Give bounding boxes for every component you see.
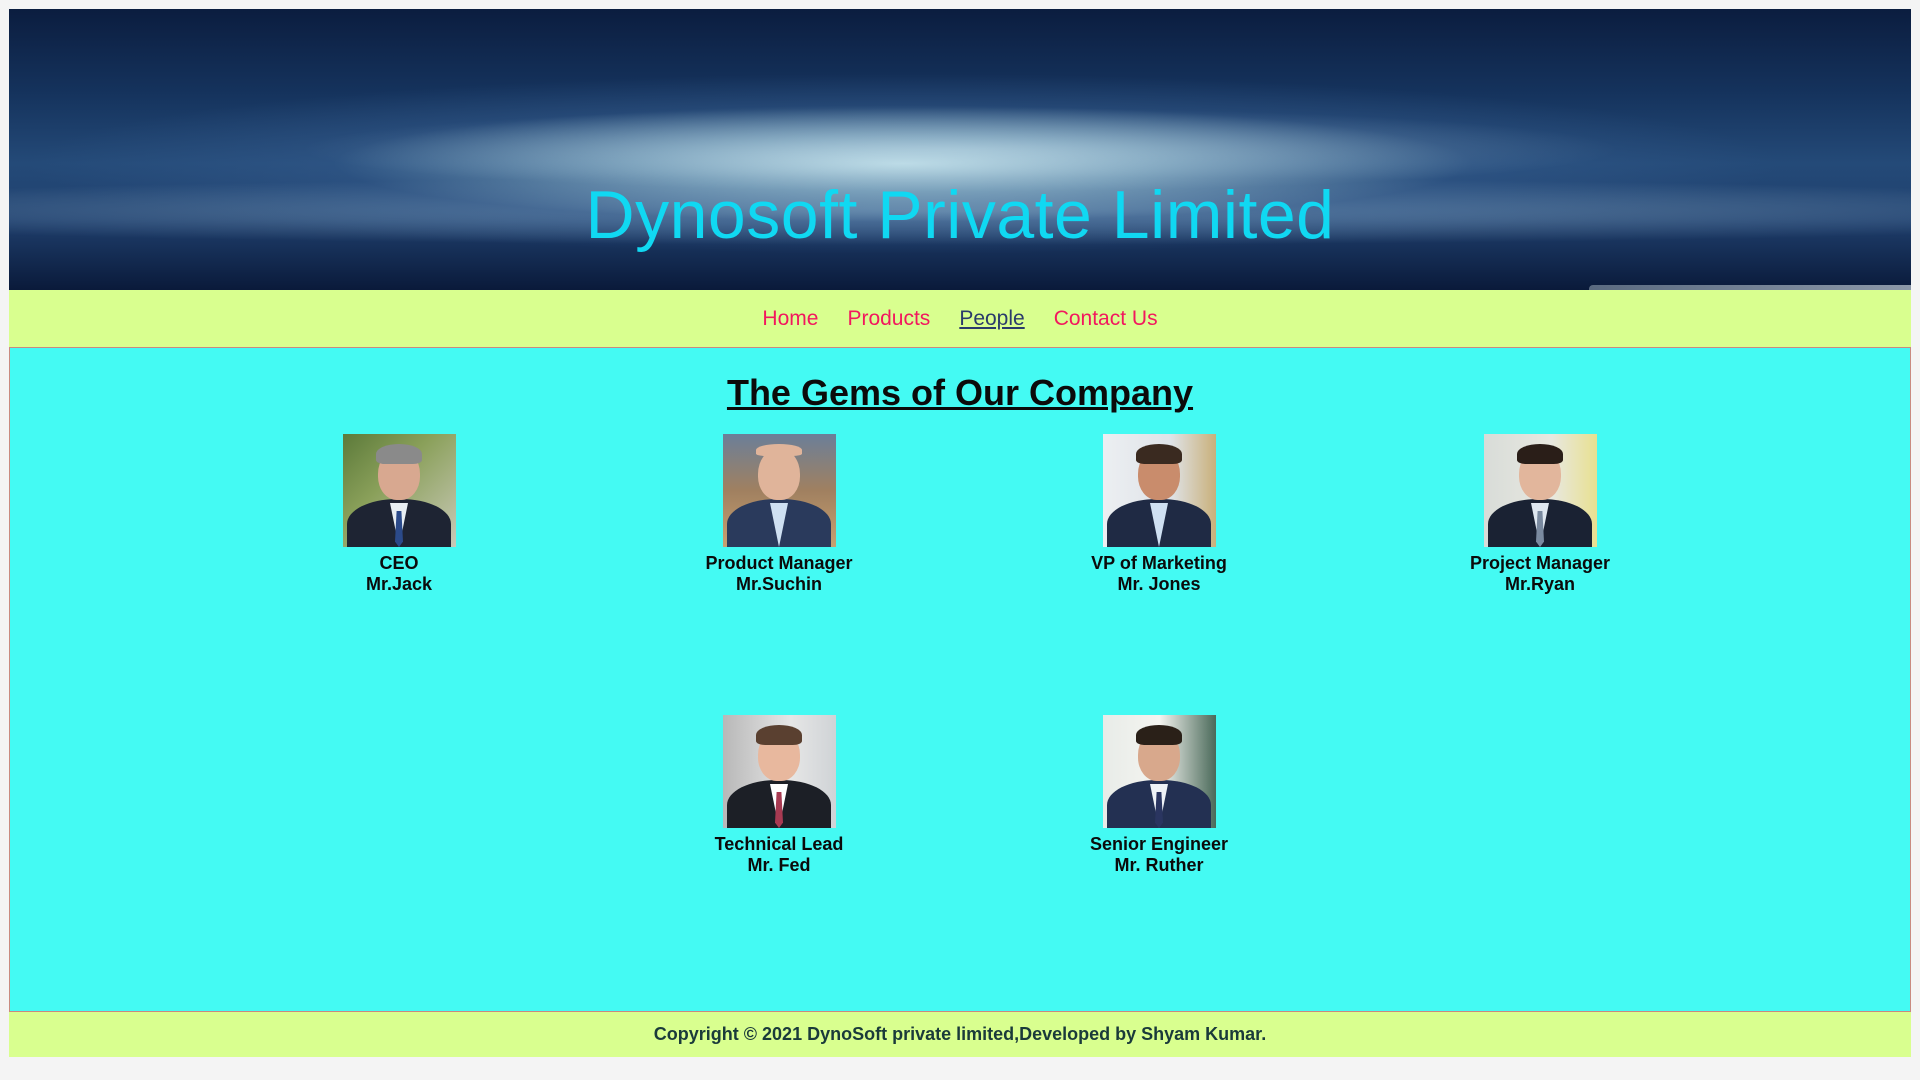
banner-light-streak [294,107,1626,192]
person-card-vp-marketing: VP of Marketing Mr. Jones [1029,434,1289,595]
person-card-technical-lead: Technical Lead Mr. Fed [649,715,909,876]
person-card-senior-engineer: Senior Engineer Mr. Ruther [1029,715,1289,876]
nav-link-home[interactable]: Home [762,306,819,330]
person-name: Mr. Fed [747,855,811,875]
header-banner: Dynosoft Private Limited [9,9,1911,290]
person-photo [1102,434,1216,547]
section-heading: The Gems of Our Company [726,372,1194,413]
person-name: Mr.Ryan [1504,574,1576,594]
main-nav: Home Products People Contact Us [9,290,1911,347]
nav-link-products[interactable]: Products [847,306,931,330]
person-role: CEO [379,553,419,573]
person-photo [722,715,836,828]
person-role: Product Manager [705,553,853,573]
person-role: Senior Engineer [1089,834,1229,854]
banner-corner-bar [1589,285,1911,290]
person-role: VP of Marketing [1091,553,1227,573]
person-photo [342,434,456,547]
person-name: Mr.Jack [365,574,433,594]
person-role: Technical Lead [714,834,844,854]
footer-copyright: Copyright © 2021 DynoSoft private limite… [653,1024,1267,1044]
person-role: Project Manager [1469,553,1611,573]
person-photo [722,434,836,547]
person-card-product-manager: Product Manager Mr.Suchin [649,434,909,595]
nav-link-people[interactable]: People [959,306,1025,330]
people-section: The Gems of Our Company CEO Mr.Jack Prod… [9,347,1911,1012]
person-photo [1483,434,1597,547]
person-name: Mr. Jones [1117,574,1201,594]
person-name: Mr.Suchin [735,574,822,594]
person-card-project-manager: Project Manager Mr.Ryan [1410,434,1670,595]
person-photo [1102,715,1216,828]
person-name: Mr. Ruther [1114,855,1204,875]
nav-link-contact-us[interactable]: Contact Us [1053,306,1158,330]
site-title: Dynosoft Private Limited [585,177,1335,253]
person-card-ceo: CEO Mr.Jack [269,434,529,595]
page: Dynosoft Private Limited Home Products P… [9,9,1911,1057]
footer: Copyright © 2021 DynoSoft private limite… [9,1012,1911,1057]
